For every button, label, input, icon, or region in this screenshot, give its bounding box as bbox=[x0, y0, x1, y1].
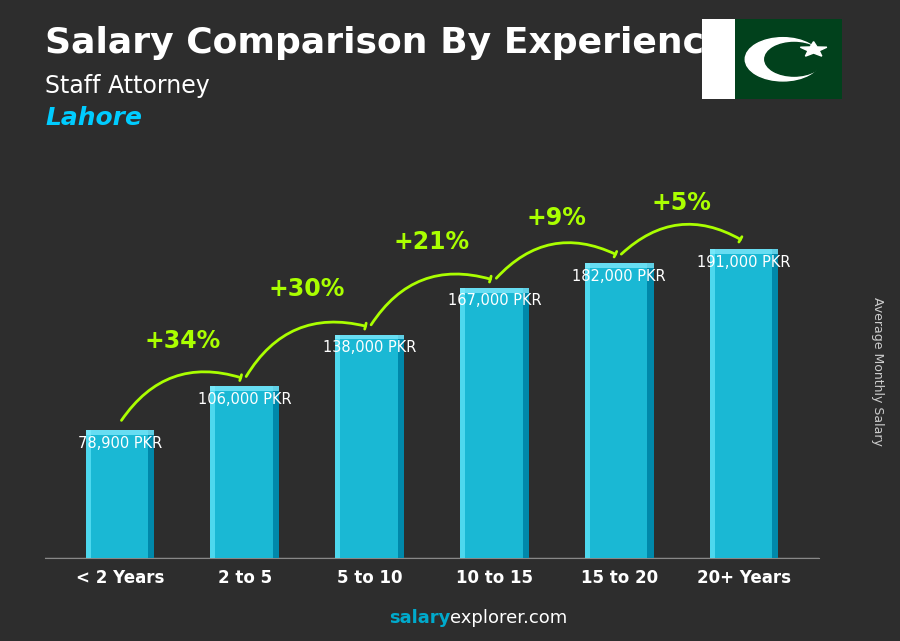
Bar bbox=[710, 249, 778, 558]
Bar bbox=[772, 249, 778, 558]
Bar bbox=[148, 430, 154, 558]
Bar bbox=[460, 288, 529, 558]
Bar bbox=[647, 263, 653, 558]
Bar bbox=[702, 19, 735, 99]
Text: +34%: +34% bbox=[144, 329, 220, 353]
Text: 167,000 PKR: 167,000 PKR bbox=[447, 294, 541, 308]
Text: 191,000 PKR: 191,000 PKR bbox=[698, 254, 791, 269]
Bar bbox=[735, 19, 842, 99]
Bar bbox=[336, 335, 404, 558]
Text: Average Monthly Salary: Average Monthly Salary bbox=[871, 297, 884, 446]
Bar bbox=[710, 249, 715, 558]
Bar bbox=[460, 288, 529, 292]
Text: explorer.com: explorer.com bbox=[450, 609, 567, 627]
Bar bbox=[398, 335, 404, 558]
Bar bbox=[585, 263, 653, 558]
Bar bbox=[523, 288, 529, 558]
Text: +30%: +30% bbox=[269, 277, 346, 301]
Bar bbox=[86, 430, 91, 558]
Bar bbox=[585, 263, 653, 269]
Text: 182,000 PKR: 182,000 PKR bbox=[572, 269, 666, 284]
Text: 106,000 PKR: 106,000 PKR bbox=[198, 392, 292, 407]
Bar bbox=[585, 263, 590, 558]
Text: +5%: +5% bbox=[652, 192, 712, 215]
Text: +9%: +9% bbox=[526, 206, 587, 230]
Circle shape bbox=[745, 38, 821, 81]
Bar bbox=[86, 430, 154, 435]
Text: Salary Comparison By Experience: Salary Comparison By Experience bbox=[45, 26, 728, 60]
Text: Lahore: Lahore bbox=[45, 106, 142, 129]
Text: salary: salary bbox=[389, 609, 450, 627]
Bar bbox=[710, 249, 778, 254]
Text: 138,000 PKR: 138,000 PKR bbox=[323, 340, 417, 355]
Bar bbox=[336, 335, 404, 340]
Circle shape bbox=[765, 42, 824, 76]
Bar bbox=[336, 335, 340, 558]
Polygon shape bbox=[800, 42, 827, 56]
Text: Staff Attorney: Staff Attorney bbox=[45, 74, 210, 97]
Bar bbox=[211, 387, 279, 558]
Bar bbox=[273, 387, 279, 558]
Bar bbox=[86, 430, 154, 558]
Bar bbox=[211, 387, 215, 558]
Text: +21%: +21% bbox=[394, 230, 470, 254]
Bar bbox=[211, 387, 279, 391]
Text: 78,900 PKR: 78,900 PKR bbox=[77, 436, 162, 451]
Bar bbox=[460, 288, 465, 558]
